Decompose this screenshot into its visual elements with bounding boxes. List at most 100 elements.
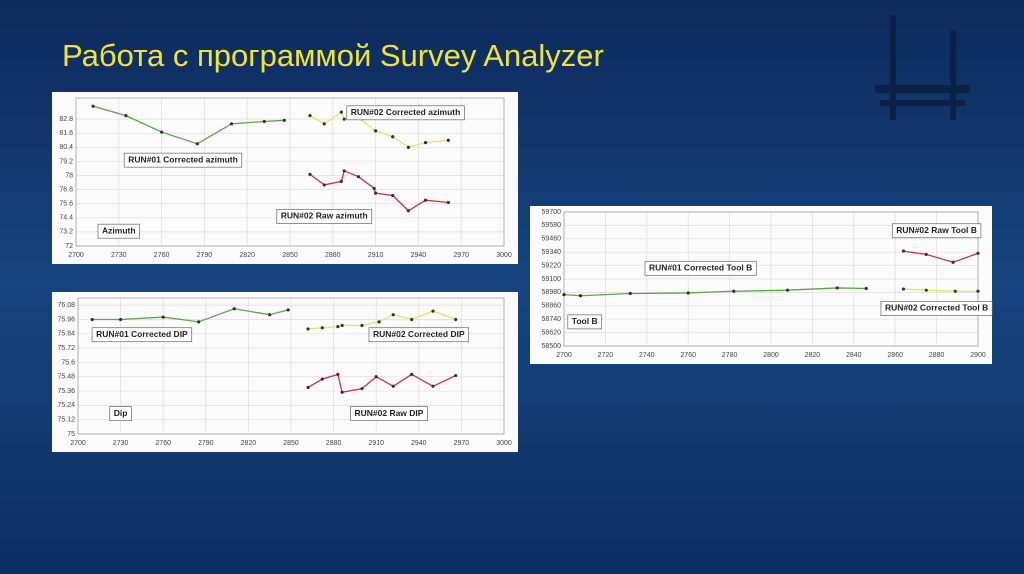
x-tick-label: 3000: [496, 440, 512, 447]
label-box: [91, 327, 193, 343]
x-tick-label: 2760: [154, 252, 170, 259]
point: [446, 138, 450, 142]
x-tick-label: 2880: [929, 352, 945, 359]
label-box: [97, 223, 140, 239]
x-tick-label: 2940: [411, 440, 427, 447]
x-tick-label: 3000: [496, 252, 512, 259]
label-box: [123, 152, 243, 168]
y-tick-label: 58740: [542, 316, 562, 323]
point: [336, 325, 340, 329]
chart: 58500 58620 58740 58860 58980 59100 59220 59340…: [530, 206, 993, 364]
series-line: [309, 111, 449, 149]
y-tick-label: 58860: [542, 303, 562, 310]
y-tick-label: 78: [65, 172, 73, 179]
y-tick-label: 73.2: [59, 229, 73, 236]
y-tick-label: 59100: [542, 276, 562, 283]
point: [322, 183, 326, 187]
plot-frame: [75, 97, 505, 247]
point: [391, 384, 395, 388]
x-tick-label: 2800: [763, 352, 779, 359]
x-tick-label: 2760: [680, 352, 696, 359]
y-tick-label: 75.6: [59, 201, 73, 208]
point: [901, 287, 906, 291]
x-tick-label: 2940: [411, 252, 427, 259]
point: [356, 175, 361, 179]
point: [446, 200, 450, 205]
series-line: [307, 310, 456, 330]
series-line: [903, 288, 978, 292]
point: [377, 320, 381, 324]
x-tick-label: 2730: [111, 252, 127, 259]
point: [391, 193, 395, 198]
series-label: RUN#01 Corrected DIP: [96, 329, 188, 339]
point: [454, 373, 458, 378]
point: [308, 114, 312, 118]
series-label: RUN#02 Raw azimuth: [281, 211, 368, 221]
chart: 72 73.2 74.4 75.6 76.8 78 79.2 80.4 81.6 82.8 2700…: [52, 92, 518, 264]
series-label: Dip: [114, 408, 128, 418]
y-tick-label: 76.08: [57, 302, 75, 309]
label-box: [276, 209, 373, 224]
plot-frame: [77, 297, 505, 435]
point: [423, 198, 428, 202]
x-tick-label: 2970: [453, 252, 469, 259]
x-tick-label: 2740: [639, 352, 655, 359]
x-tick-label: 2910: [368, 440, 384, 447]
y-tick-label: 75.12: [57, 417, 75, 424]
series-label: RUN#01 Corrected azimuth: [128, 154, 238, 164]
plot-frame: [563, 211, 979, 347]
point: [372, 186, 376, 191]
point: [391, 135, 395, 139]
y-tick-label: 75.36: [57, 388, 75, 395]
label-box: [891, 223, 982, 239]
point: [406, 145, 411, 149]
point: [232, 307, 236, 311]
point: [160, 130, 164, 134]
point: [976, 289, 980, 293]
y-tick-label: 82.8: [59, 116, 73, 123]
point: [320, 326, 324, 330]
series-line: [903, 250, 979, 263]
point: [282, 118, 286, 122]
point: [976, 251, 980, 255]
point: [562, 293, 566, 297]
label-box: [368, 327, 469, 343]
x-tick-label: 2700: [68, 252, 84, 259]
y-tick-label: 75.72: [57, 345, 75, 352]
label-box: [644, 260, 757, 276]
point: [161, 315, 165, 319]
point: [91, 104, 95, 108]
x-tick-label: 2910: [368, 252, 384, 259]
y-tick-label: 79.2: [59, 158, 73, 165]
point: [336, 372, 340, 376]
point: [197, 320, 201, 324]
y-tick-label: 75.84: [57, 331, 75, 338]
x-tick-label: 2700: [70, 440, 86, 447]
x-tick-label: 2850: [282, 252, 298, 259]
point: [340, 323, 344, 328]
point: [308, 172, 312, 176]
x-tick-label: 2820: [241, 440, 257, 447]
series-line: [307, 373, 456, 393]
point: [423, 141, 428, 145]
y-tick-label: 80.4: [59, 144, 73, 151]
y-tick-label: 75: [67, 431, 75, 438]
y-tick-label: 58500: [542, 343, 562, 350]
point: [924, 288, 928, 292]
y-tick-label: 59340: [542, 249, 562, 256]
y-tick-label: 75.48: [57, 374, 75, 381]
series-label: RUN#02 Corrected azimuth: [351, 107, 461, 117]
label-box: [567, 314, 602, 330]
point: [578, 294, 583, 298]
x-tick-label: 2760: [155, 440, 171, 447]
x-tick-label: 2860: [887, 352, 903, 359]
series-label: Tool B: [572, 316, 598, 326]
x-tick-label: 2790: [198, 440, 214, 447]
point: [628, 291, 632, 296]
x-tick-label: 2730: [113, 440, 129, 447]
slide-title: Работа с программой Survey Analyzer: [62, 38, 604, 73]
point: [391, 313, 395, 317]
x-tick-label: 2900: [970, 352, 986, 359]
point: [454, 317, 458, 322]
point: [339, 179, 343, 183]
